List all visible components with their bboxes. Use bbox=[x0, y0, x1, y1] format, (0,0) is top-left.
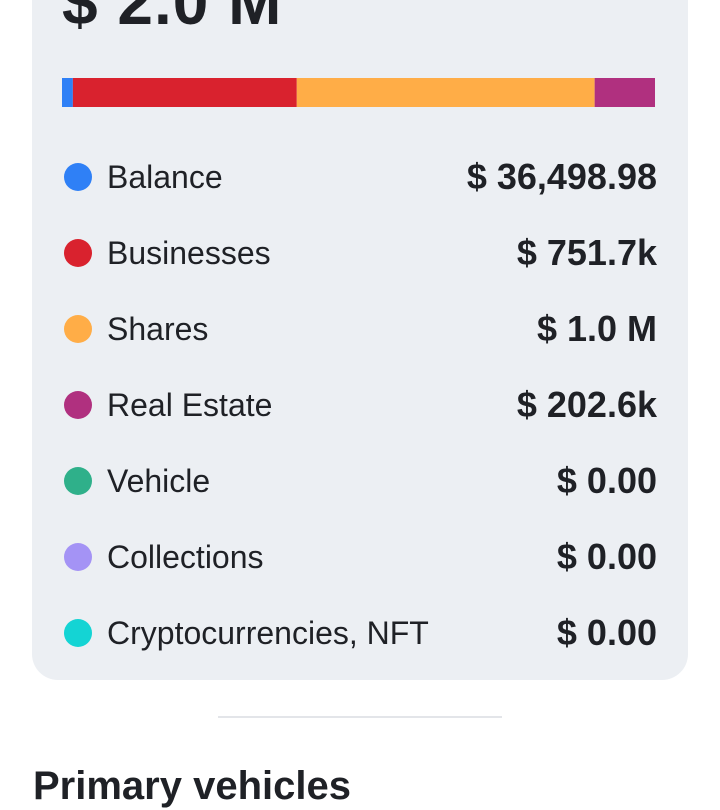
asset-row: Real Estate $ 202.6k bbox=[62, 385, 657, 425]
asset-value: $ 36,498.98 bbox=[466, 156, 657, 197]
bar-segment bbox=[62, 78, 73, 107]
total-amount: $ 2.0 M bbox=[62, 0, 283, 38]
asset-value: $ 0.00 bbox=[556, 612, 657, 653]
asset-row: Collections $ 0.00 bbox=[62, 537, 657, 577]
asset-row: Cryptocurrencies, NFT $ 0.00 bbox=[62, 613, 657, 653]
bar-segment bbox=[296, 78, 595, 107]
asset-value: $ 202.6k bbox=[516, 384, 657, 425]
legend-dot bbox=[64, 391, 92, 419]
asset-label: Cryptocurrencies, NFT bbox=[107, 615, 429, 651]
asset-row: Balance $ 36,498.98 bbox=[62, 157, 657, 197]
section-title: Primary vehicles bbox=[33, 764, 351, 808]
asset-row: Businesses $ 751.7k bbox=[62, 233, 657, 273]
summary-card bbox=[32, 0, 688, 680]
asset-label: Collections bbox=[107, 539, 264, 575]
asset-label: Balance bbox=[107, 159, 223, 195]
asset-value: $ 0.00 bbox=[556, 460, 657, 501]
asset-label: Shares bbox=[107, 311, 209, 347]
asset-label: Businesses bbox=[107, 235, 271, 271]
bar-segment bbox=[72, 78, 297, 107]
asset-value: $ 751.7k bbox=[516, 232, 657, 273]
legend-dot bbox=[64, 315, 92, 343]
legend-dot bbox=[64, 467, 92, 495]
legend-dot bbox=[64, 239, 92, 267]
legend-dot bbox=[64, 163, 92, 191]
asset-value: $ 0.00 bbox=[556, 536, 657, 577]
legend-dot bbox=[64, 619, 92, 647]
bar-segment bbox=[594, 78, 655, 107]
asset-value: $ 1.0 M bbox=[536, 308, 657, 349]
asset-row: Shares $ 1.0 M bbox=[62, 309, 657, 349]
asset-label: Real Estate bbox=[107, 387, 273, 423]
divider bbox=[218, 716, 502, 718]
legend-dot bbox=[64, 543, 92, 571]
asset-label: Vehicle bbox=[107, 463, 211, 499]
asset-row: Vehicle $ 0.00 bbox=[62, 461, 657, 501]
allocation-bar bbox=[62, 78, 655, 107]
